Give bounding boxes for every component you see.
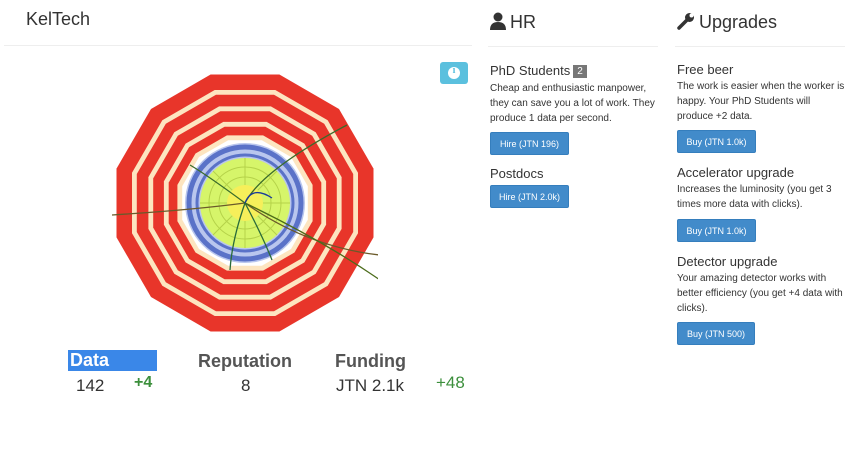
header-divider [4, 45, 472, 46]
detector-upgrade-title: Detector upgrade [677, 254, 778, 269]
buy-free-beer-button[interactable]: Buy (JTN 1.0k) [677, 130, 756, 153]
hr-heading: HR [490, 12, 536, 33]
user-icon [490, 12, 506, 30]
hire-postdoc-button[interactable]: Hire (JTN 2.0k) [490, 185, 569, 208]
data-value: 142 [76, 376, 105, 395]
phd-students-count-badge: 2 [573, 65, 587, 78]
funding-label: Funding [335, 351, 406, 371]
lab-title: KelTech [26, 9, 91, 29]
reputation-value: 8 [241, 376, 251, 395]
phd-students-title: PhD Students 2 [490, 63, 587, 78]
tracker-ring-2 [195, 153, 295, 253]
funding-delta: +48 [436, 373, 465, 392]
free-beer-title: Free beer [677, 62, 734, 77]
reputation-label: Reputation [198, 351, 292, 371]
info-icon [448, 67, 460, 79]
accelerator-upgrade-description: Increases the luminosity (you get 3 time… [677, 184, 832, 210]
info-button[interactable]: i [440, 62, 468, 84]
upgrades-heading: Upgrades [677, 12, 777, 33]
phd-students-description: Cheap and enthusiastic manpower, they ca… [490, 83, 655, 124]
particle-tracks [112, 124, 378, 280]
buy-accelerator-upgrade-button[interactable]: Buy (JTN 1.0k) [677, 219, 756, 242]
hr-title: HR [510, 12, 536, 32]
wrench-icon [677, 13, 694, 30]
upgrades-title: Upgrades [699, 12, 778, 32]
free-beer-description: The work is easier when the worker is ha… [677, 81, 845, 122]
hire-phd-button[interactable]: Hire (JTN 196) [490, 132, 569, 155]
data-gain-popup: +4 [134, 374, 153, 391]
detector-upgrade-description: Your amazing detector works with better … [677, 273, 843, 314]
funding-value: JTN 2.1k [336, 376, 405, 395]
postdocs-title: Postdocs [490, 166, 544, 181]
hr-divider [488, 46, 658, 47]
data-label: Data [68, 350, 157, 371]
upgrades-divider [675, 46, 845, 47]
accelerator-upgrade-title: Accelerator upgrade [677, 165, 795, 180]
tracker-ring-1 [186, 144, 304, 262]
phd-students-name: PhD Students [490, 63, 571, 78]
buy-detector-upgrade-button[interactable]: Buy (JTN 500) [677, 322, 755, 345]
detector-click-target[interactable] [112, 70, 378, 336]
